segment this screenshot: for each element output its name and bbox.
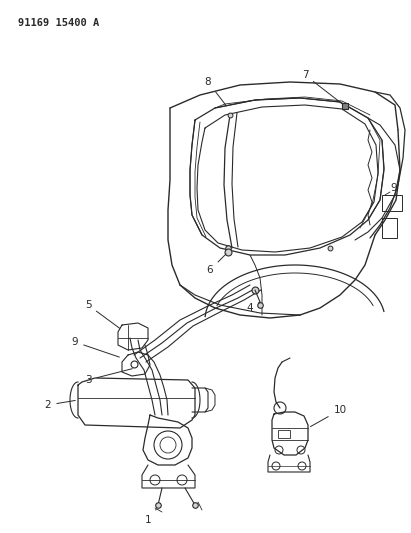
Text: 3: 3 xyxy=(85,369,132,385)
Text: 6: 6 xyxy=(207,254,226,275)
Bar xyxy=(382,195,402,211)
Text: 9: 9 xyxy=(390,183,397,193)
Text: 91169 15400 A: 91169 15400 A xyxy=(18,18,99,28)
Text: 10: 10 xyxy=(310,405,346,426)
Text: 5: 5 xyxy=(85,300,120,328)
Text: 2: 2 xyxy=(45,400,75,410)
Bar xyxy=(382,218,397,238)
Bar xyxy=(278,430,290,438)
Text: 4: 4 xyxy=(247,302,260,313)
Text: 7: 7 xyxy=(302,70,343,104)
Text: 9: 9 xyxy=(72,337,119,357)
Text: 1: 1 xyxy=(145,509,156,525)
Text: 8: 8 xyxy=(205,77,226,106)
